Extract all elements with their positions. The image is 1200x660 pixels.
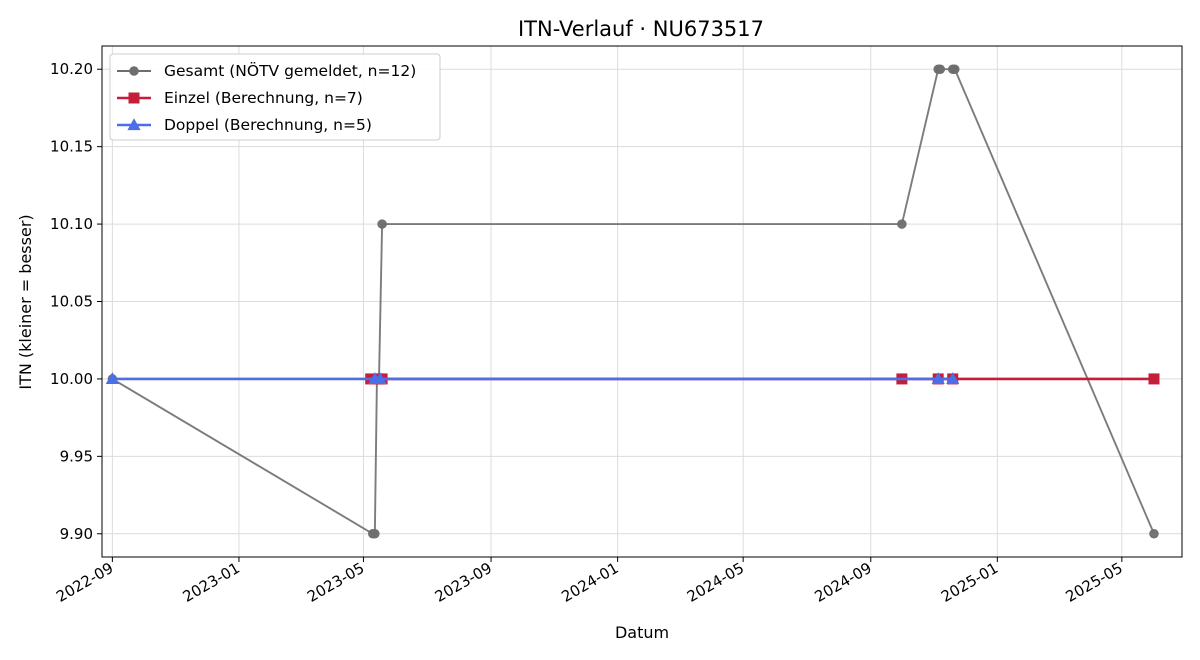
y-tick-label: 9.95 <box>60 447 93 465</box>
x-tick-label: 2023-01 <box>180 559 243 606</box>
legend-entry-label: Einzel (Berechnung, n=7) <box>164 89 363 107</box>
data-point <box>1148 373 1160 385</box>
y-axis-title: ITN (kleiner = besser) <box>16 214 35 389</box>
chart-title: ITN-Verlauf · NU673517 <box>518 17 764 41</box>
legend-swatch-marker <box>128 92 140 104</box>
legend-box <box>109 53 441 141</box>
legend-swatch-marker <box>129 66 139 76</box>
axis-layer: 9.90 9.95 10.00 10.05 10.10 10.15 10.20 2022-09… <box>50 60 1126 606</box>
data-point <box>931 372 945 385</box>
x-tick-label: 2023-05 <box>304 559 367 606</box>
data-point <box>373 372 387 385</box>
x-tick-label: 2024-05 <box>684 559 747 606</box>
data-point <box>377 219 387 229</box>
x-tick-label: 2024-01 <box>558 559 621 606</box>
data-point <box>370 529 380 539</box>
data-point <box>946 372 960 385</box>
y-tick-label: 9.90 <box>60 525 93 543</box>
x-axis-title: Datum <box>615 623 669 642</box>
x-tick-label: 2025-05 <box>1063 559 1126 606</box>
x-tick-label: 2023-09 <box>432 559 495 606</box>
x-tick-label: 2024-09 <box>811 559 874 606</box>
y-tick-label: 10.05 <box>50 293 93 311</box>
x-tick-label: 2025-01 <box>938 559 1001 606</box>
y-tick-label: 10.15 <box>50 138 93 156</box>
legend-swatch-marker <box>127 118 141 131</box>
data-point <box>1149 529 1159 539</box>
x-tick-label: 2022-09 <box>53 559 116 606</box>
y-tick-label: 10.20 <box>50 60 93 78</box>
legend: Gesamt (NÖTV gemeldet, n=12) Einzel (Bere… <box>109 53 441 141</box>
data-point <box>897 219 907 229</box>
legend-entry-label: Gesamt (NÖTV gemeldet, n=12) <box>164 61 416 80</box>
data-point <box>105 372 119 385</box>
legend-entry-label: Doppel (Berechnung, n=5) <box>164 116 372 134</box>
data-point <box>950 64 960 74</box>
series-3 <box>105 372 960 385</box>
y-tick-label: 10.00 <box>50 370 93 388</box>
data-point <box>935 64 946 74</box>
series-layer <box>105 64 1160 539</box>
y-tick-label: 10.10 <box>50 215 93 233</box>
